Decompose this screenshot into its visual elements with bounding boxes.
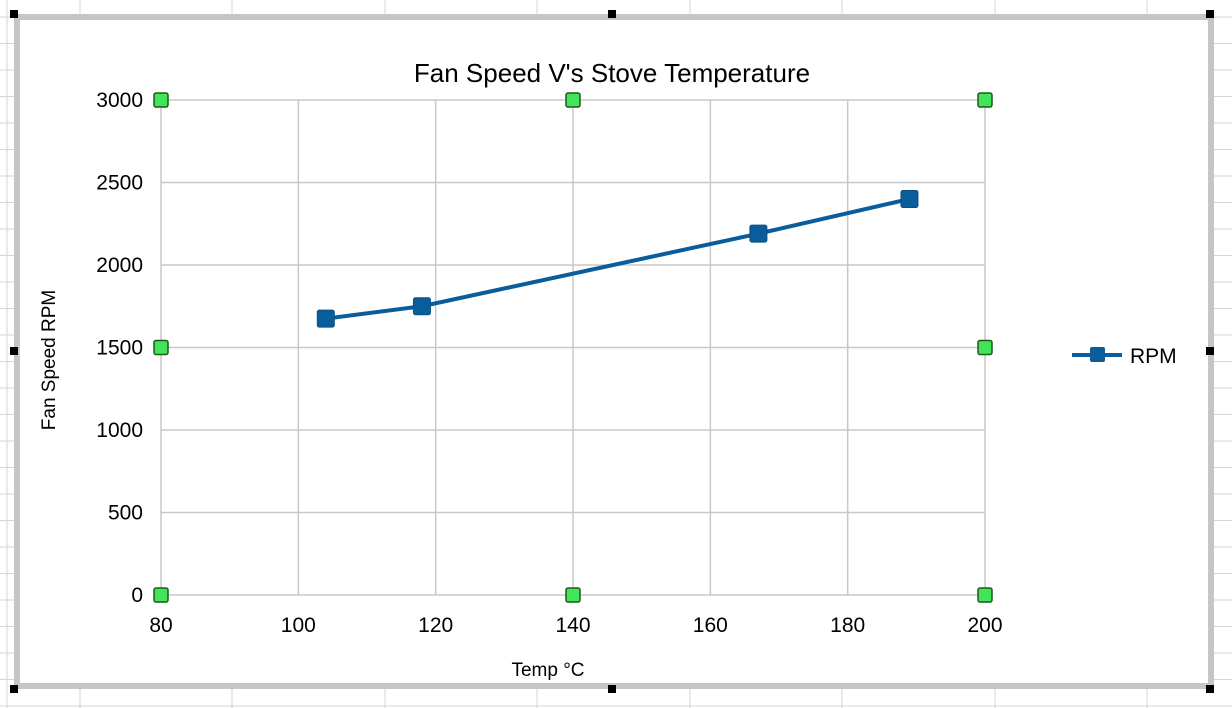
y-tick-label: 0 [131,584,143,607]
y-tick-label: 3000 [96,89,143,112]
plot-area-handle[interactable] [153,587,169,603]
x-tick-label: 180 [830,614,865,637]
legend-label-rpm: RPM [1130,345,1177,368]
selection-handle-top-left[interactable] [10,10,18,18]
x-axis-label: Temp °C [511,660,584,681]
x-tick-label: 200 [967,614,1002,637]
x-tick-label: 80 [149,614,172,637]
x-tick-label: 140 [555,614,590,637]
series-rpm[interactable] [316,190,919,328]
selection-handle-middle-left[interactable] [10,347,18,355]
plot-area-handle[interactable] [153,92,169,108]
chart-object-frame[interactable] [14,14,1214,689]
plot-area-handle[interactable] [565,587,581,603]
data-point[interactable] [412,297,431,316]
x-tick-label: 160 [693,614,728,637]
x-axis-tick-labels: 80 100 120 140 160 180 200 [149,614,1002,637]
plot-area-handle[interactable] [977,339,993,356]
plot-area-handle[interactable] [977,92,993,108]
y-tick-label: 2000 [96,254,143,277]
y-tick-label: 2500 [96,172,143,195]
y-tick-label: 1500 [96,337,143,360]
plot-area-handles [153,92,993,603]
y-tick-label: 1000 [96,419,143,442]
selection-handle-middle-right[interactable] [1206,347,1214,355]
data-point[interactable] [316,309,335,328]
x-tick-label: 120 [418,614,453,637]
data-point[interactable] [900,190,919,208]
chart-title: Fan Speed V's Stove Temperature [414,58,810,88]
gridlines [160,99,986,596]
plot-area-handle[interactable] [565,92,581,108]
y-tick-label: 500 [108,502,143,525]
series-line [325,197,910,321]
plot-area-handle[interactable] [977,587,993,603]
selection-handle-bottom-right[interactable] [1206,685,1214,693]
y-axis-label: Fan Speed RPM [39,290,60,430]
x-tick-label: 100 [281,614,316,637]
data-point[interactable] [749,224,768,243]
y-axis-tick-labels: 0 500 1000 1500 2000 2500 3000 [96,89,143,607]
selection-handle-top-center[interactable] [608,10,616,18]
selection-handle-bottom-left[interactable] [10,685,18,693]
legend-marker-rpm [1090,347,1105,362]
plot-area-handle[interactable] [153,339,169,356]
selection-handle-bottom-center[interactable] [608,685,616,693]
legend[interactable]: RPM [1072,345,1177,368]
selection-handle-top-right[interactable] [1206,10,1214,18]
